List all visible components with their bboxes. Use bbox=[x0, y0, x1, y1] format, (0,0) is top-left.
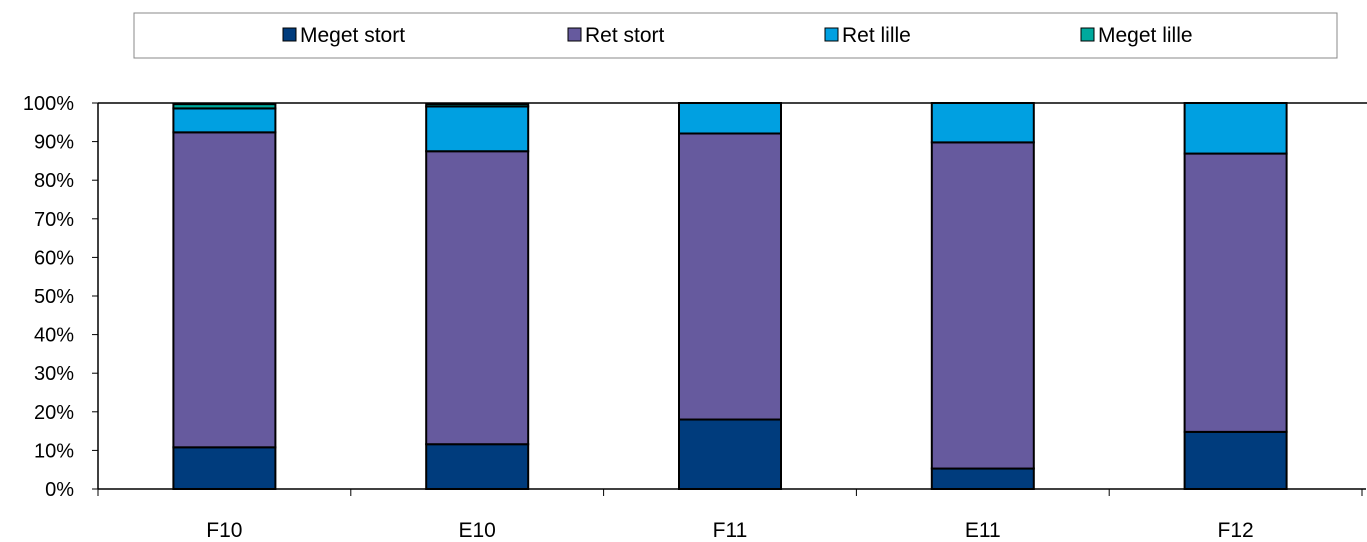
y-tick-label: 80% bbox=[34, 170, 74, 192]
bar-segment-E11-2 bbox=[930, 102, 1035, 144]
x-category-label: E10 bbox=[459, 519, 496, 542]
x-category-label: F10 bbox=[206, 519, 242, 542]
x-category-label: F12 bbox=[1218, 519, 1254, 542]
bar-segment-F11-1 bbox=[678, 132, 782, 421]
legend-label: Meget stort bbox=[300, 24, 405, 47]
bar-segment-F12-0 bbox=[1183, 430, 1288, 491]
legend-label: Meget lille bbox=[1098, 24, 1193, 47]
bar-segment-F10-2 bbox=[172, 107, 277, 134]
bar-segment-F12-1 bbox=[1183, 152, 1288, 433]
plot-area: 0% 10% 20% 30% 40% 50% 60% 70% 80% 90% 100% F10 E10 F… bbox=[23, 93, 1367, 542]
bar-segment-E10-2 bbox=[425, 105, 530, 153]
y-tick-label: 20% bbox=[34, 402, 74, 424]
bar-segment-F11-2 bbox=[678, 102, 782, 135]
x-category-label: E11 bbox=[965, 519, 1001, 542]
bar-segment-F11-0 bbox=[678, 418, 782, 490]
legend-box bbox=[133, 12, 1338, 59]
legend-swatch bbox=[282, 27, 297, 42]
legend: Meget stort Ret stort Ret lille Meget lille bbox=[133, 12, 1338, 59]
y-tick-label: 70% bbox=[34, 209, 74, 231]
bar-segment-F10-0 bbox=[172, 446, 277, 491]
legend-swatch bbox=[1080, 27, 1095, 42]
bar-segment-E10-1 bbox=[425, 150, 530, 446]
bar-segment-F12-2 bbox=[1183, 102, 1288, 155]
y-tick-label: 50% bbox=[34, 286, 74, 308]
bar-segment-F10-1 bbox=[172, 131, 277, 449]
legend-label: Ret stort bbox=[585, 24, 665, 47]
bar-segment-E11-1 bbox=[930, 141, 1035, 470]
y-tick-label: 40% bbox=[34, 325, 74, 347]
bar-segment-E10-3 bbox=[425, 103, 530, 108]
y-tick-label: 0% bbox=[45, 479, 74, 501]
legend-swatch bbox=[567, 27, 582, 42]
legend-swatch bbox=[824, 27, 839, 42]
y-tick-label: 100% bbox=[23, 93, 74, 115]
x-category-label: F11 bbox=[713, 519, 748, 542]
legend-label: Ret lille bbox=[842, 24, 911, 47]
y-tick-label: 10% bbox=[34, 440, 74, 462]
bar-segment-F10-3 bbox=[172, 103, 277, 110]
y-tick-label: 90% bbox=[34, 132, 74, 154]
y-tick-label: 30% bbox=[34, 363, 74, 385]
bar-segment-E10-0 bbox=[425, 443, 530, 490]
y-tick-label: 60% bbox=[34, 247, 74, 269]
bar-segment-E11-0 bbox=[930, 467, 1035, 490]
